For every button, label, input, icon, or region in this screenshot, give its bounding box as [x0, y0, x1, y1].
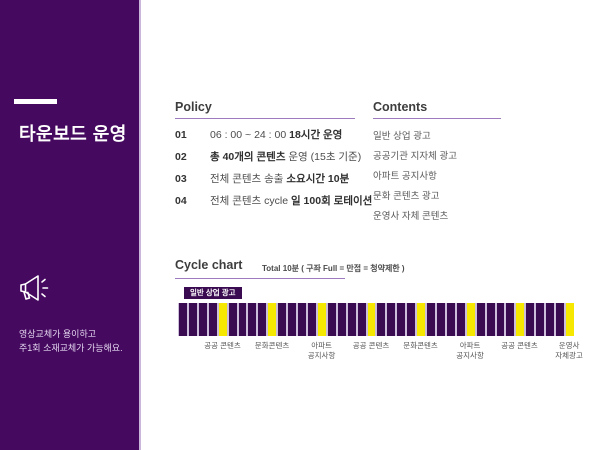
cycle-slot-general	[288, 303, 297, 336]
cycle-slot-general	[248, 303, 257, 336]
cycle-slot-label: 운영사 자체광고	[555, 341, 583, 361]
cycle-slot-special	[317, 303, 326, 336]
cycle-slot-general	[347, 303, 356, 336]
cycle-slot-general	[307, 303, 316, 336]
contents-item: 운영사 자체 콘텐츠	[373, 211, 449, 222]
sidebar: 타운보드 운영 영상교체가 용이하고 주1회 소재교체가 가능해요.	[0, 0, 141, 450]
cycle-slot-general	[179, 303, 187, 336]
cycle-slot-general	[327, 303, 336, 336]
policy-item: 01 06 : 00 ~ 24 : 00 18시간 운영	[175, 127, 342, 142]
contents-item: 공공기관 지자체 광고	[373, 151, 457, 162]
cycle-slot-label: 아파트 공지사항	[456, 341, 484, 361]
cycle-slot-general	[407, 303, 416, 336]
cycle-slot-general	[278, 303, 287, 336]
policy-item: 03 전체 콘텐츠 송출 소요시간 10분	[175, 171, 349, 186]
cycle-slot-label: 공공 콘텐츠	[352, 341, 390, 350]
cycle-slot-general	[397, 303, 406, 336]
policy-item-text: 전체 콘텐츠 cycle 일 100회 로테이션	[210, 195, 373, 207]
cycle-slot-general	[387, 303, 396, 336]
contents-divider	[373, 118, 501, 119]
contents-item: 일반 상업 광고	[373, 131, 431, 142]
cycle-slot-label: 아파트 공지사항	[307, 341, 336, 361]
cycle-chart-header: Cycle chart	[175, 258, 243, 272]
cycle-slot-general	[556, 303, 564, 336]
cycle-slot-general	[208, 303, 217, 336]
cycle-slot-general	[496, 303, 505, 336]
page-title: 타운보드 운영	[19, 124, 127, 144]
cycle-slot-general	[188, 303, 197, 336]
cycle-slot-general	[337, 303, 346, 336]
cycle-bar-row	[178, 303, 574, 336]
cycle-slot-general	[476, 303, 485, 336]
cycle-slot-general	[546, 303, 555, 336]
cycle-slot-general	[456, 303, 465, 336]
policy-item-text: 총 40개의 콘텐츠 운영 (15초 기준)	[210, 151, 362, 163]
cycle-slot-special	[466, 303, 475, 336]
megaphone-icon	[17, 272, 51, 309]
cycle-slot-general	[436, 303, 445, 336]
cycle-slot-general	[298, 303, 306, 336]
cycle-slot-label: 공공 콘텐츠	[501, 341, 538, 350]
cycle-slot-general	[228, 303, 237, 336]
cycle-slot-general	[506, 303, 515, 336]
policy-item: 04 전체 콘텐츠 cycle 일 100회 로테이션	[175, 193, 372, 208]
cycle-slot-special	[565, 303, 574, 336]
caption-line-2: 주1회 소재교체가 가능해요.	[19, 342, 123, 353]
cycle-slot-label: 문화콘텐츠	[403, 341, 438, 350]
policy-header: Policy	[175, 100, 212, 114]
cycle-slot-special	[268, 303, 277, 336]
cycle-slot-label: 공공 콘텐츠	[204, 341, 241, 350]
cycle-slot-special	[367, 303, 376, 336]
policy-item-number: 03	[175, 173, 187, 185]
cycle-slot-special	[218, 303, 227, 336]
contents-item: 아파트 공지사항	[373, 171, 437, 182]
policy-item: 02 총 40개의 콘텐츠 운영 (15초 기준)	[175, 149, 361, 164]
sidebar-caption: 영상교체가 용이하고 주1회 소재교체가 가능해요.	[19, 328, 134, 356]
cycle-slot-general	[198, 303, 207, 336]
policy-item-number: 01	[175, 129, 187, 141]
contents-item: 문화 콘텐츠 광고	[373, 191, 440, 202]
general-ad-tag: 일반 상업 광고	[184, 287, 242, 299]
cycle-slot-general	[357, 303, 366, 336]
cycle-slot-general	[526, 303, 535, 336]
cycle-chart-subtitle: Total 10분 ( 구좌 Full = 만접 = 청약제한 )	[262, 264, 405, 273]
cycle-slot-label: 문화콘텐츠	[254, 341, 290, 350]
cycle-slot-general	[486, 303, 495, 336]
policy-item-text: 전체 콘텐츠 송출 소요시간 10분	[210, 173, 350, 185]
cycle-slot-general	[258, 303, 267, 336]
cycle-slot-general	[427, 303, 435, 336]
caption-line-1: 영상교체가 용이하고	[19, 329, 97, 339]
title-dash	[14, 99, 57, 104]
cycle-chart-divider	[175, 278, 345, 279]
cycle-slot-general	[536, 303, 545, 336]
cycle-slot-special	[417, 303, 426, 336]
contents-header: Contents	[373, 100, 428, 114]
policy-item-number: 04	[175, 195, 187, 207]
policy-divider	[175, 118, 355, 119]
cycle-slot-special	[516, 303, 525, 336]
policy-item-number: 02	[175, 151, 187, 163]
cycle-slot-general	[377, 303, 386, 336]
policy-item-text: 06 : 00 ~ 24 : 00 18시간 운영	[210, 129, 343, 141]
cycle-slot-general	[238, 303, 247, 336]
cycle-slot-general	[446, 303, 455, 336]
